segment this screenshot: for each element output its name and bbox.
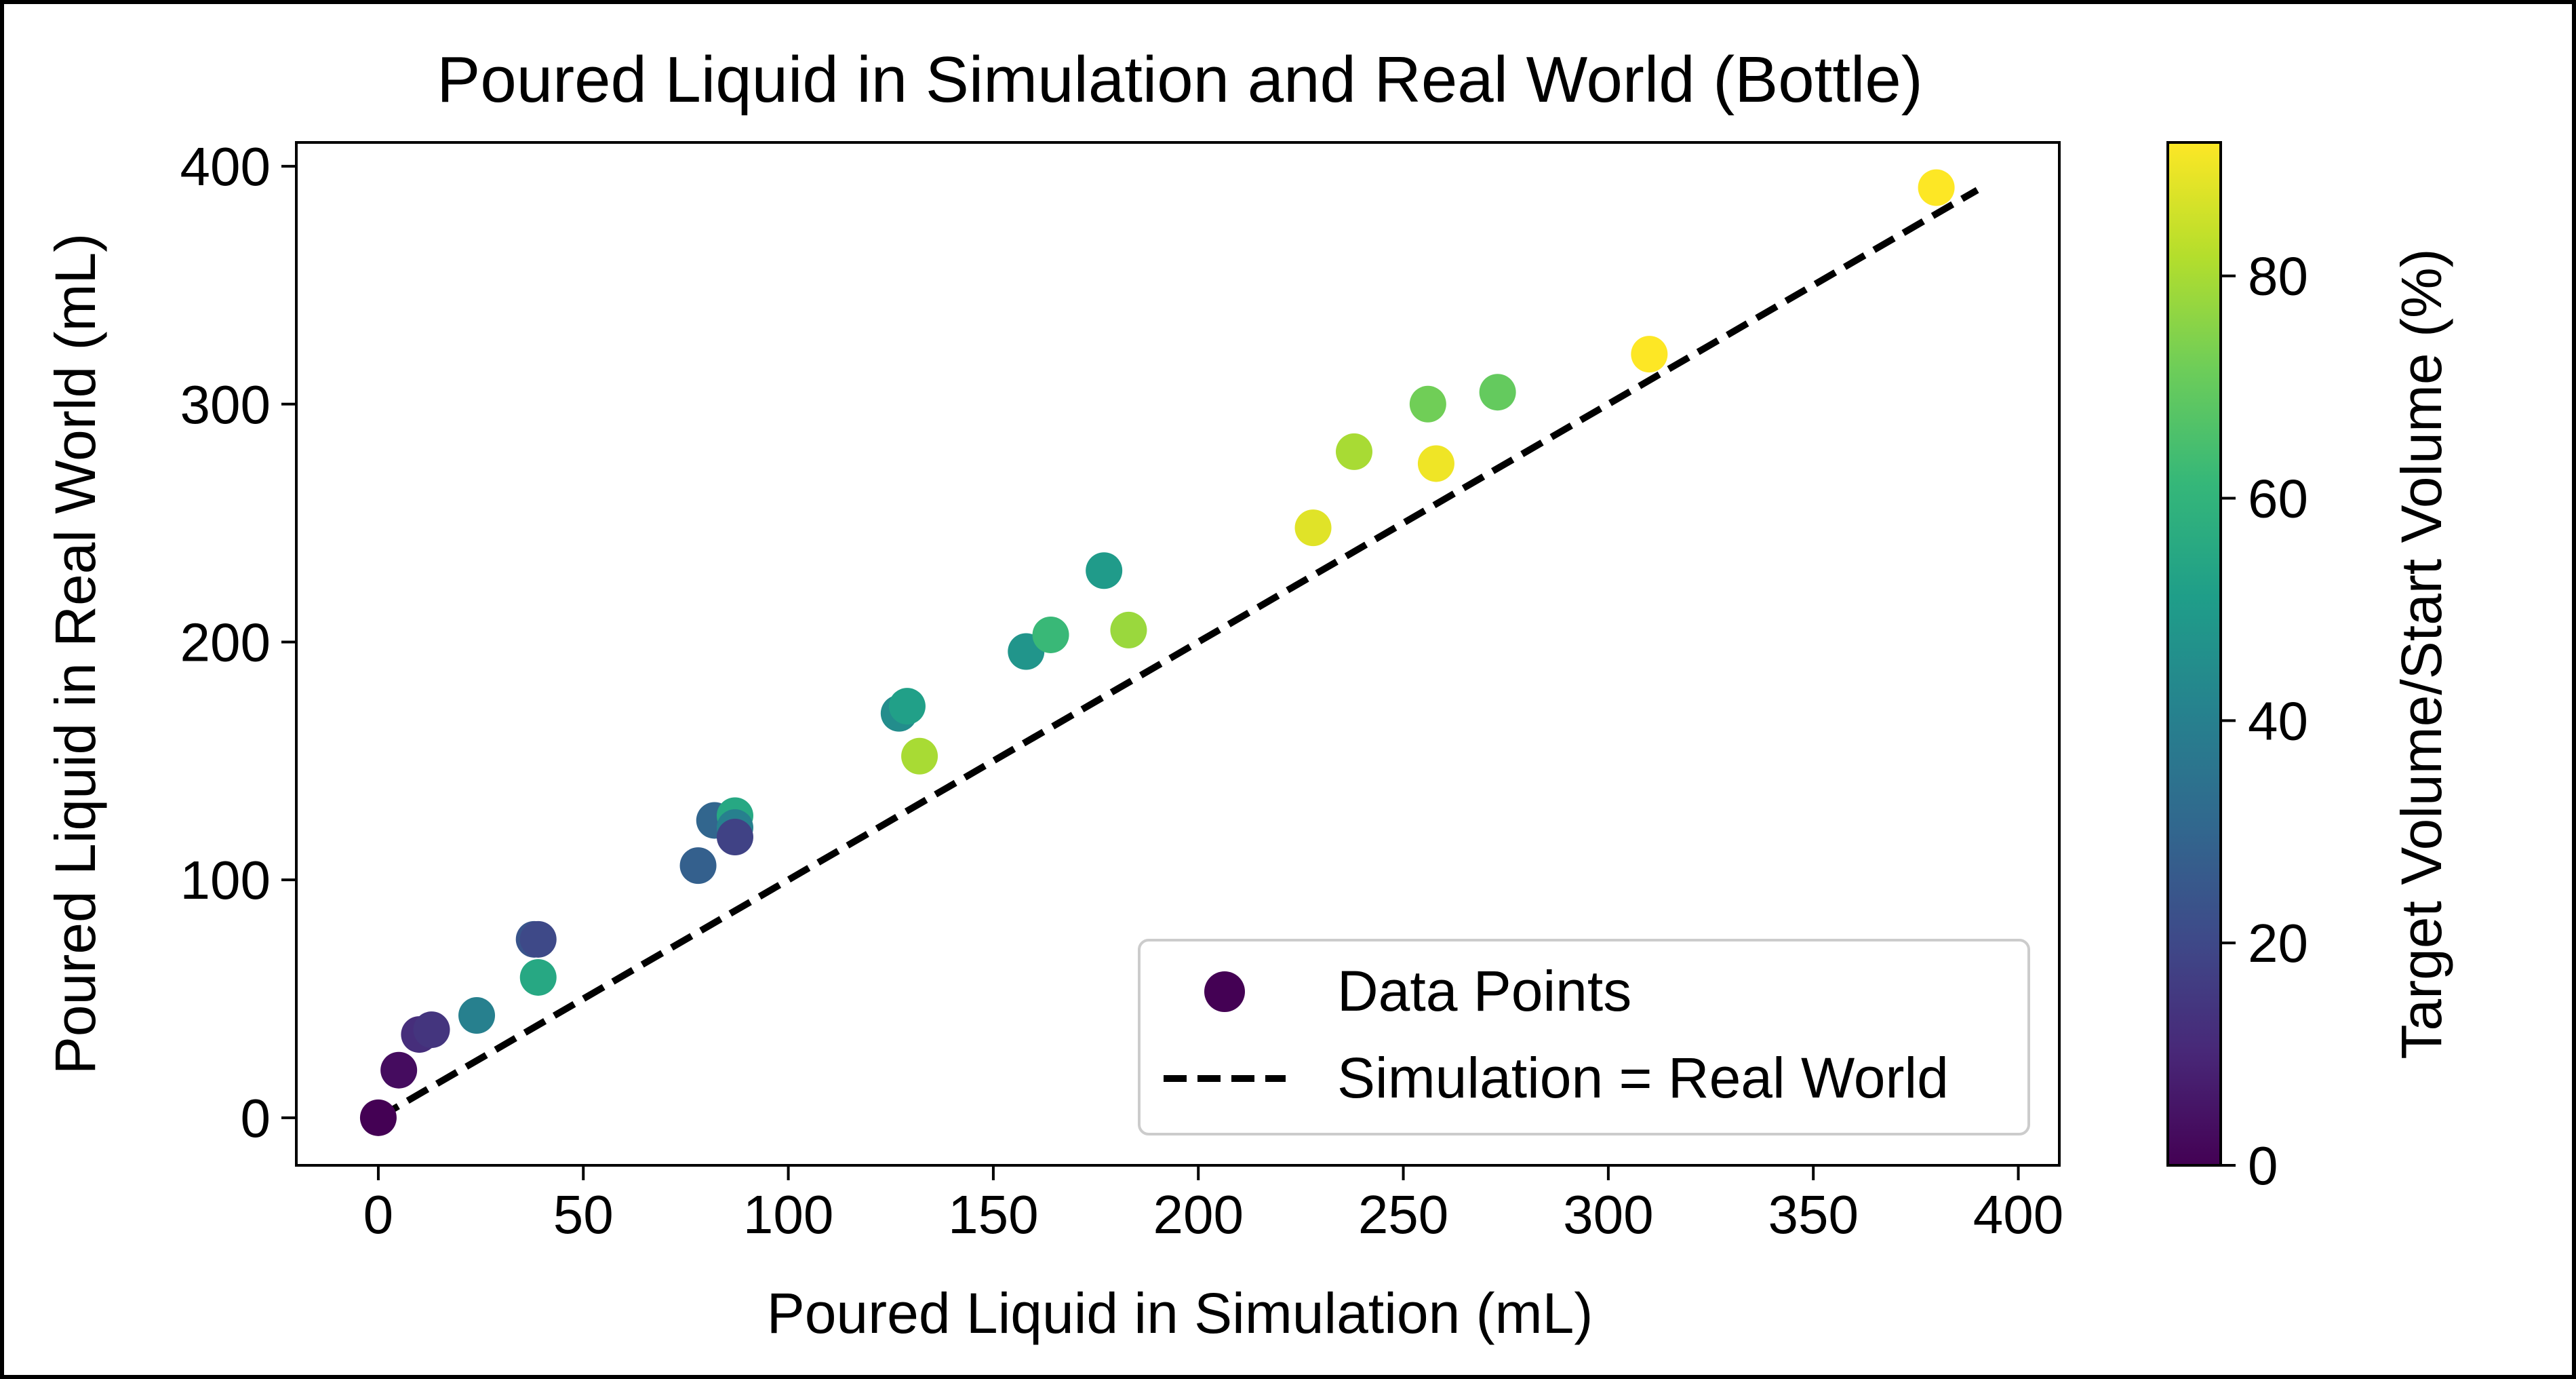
colorbar-label: Target Volume/Start Volume (%) <box>2390 248 2453 1059</box>
colorbar-tick-label: 80 <box>2248 246 2308 307</box>
x-axis-label: Poured Liquid in Simulation (mL) <box>767 1281 1593 1345</box>
chart-title-text: Poured Liquid in Simulation and Real Wor… <box>437 43 1922 116</box>
y-axis-ticks: 0 100 200 300 400 <box>180 136 296 1148</box>
x-tick-label: 100 <box>743 1184 833 1245</box>
x-tick-label: 50 <box>553 1184 614 1245</box>
colorbar-ticks: 0 20 40 60 80 <box>2221 246 2308 1196</box>
scatter-point <box>413 1011 450 1049</box>
reference-line-path <box>376 187 1979 1121</box>
colorbar-tick-label: 60 <box>2248 469 2308 529</box>
colorbar-tick-label: 20 <box>2248 913 2308 973</box>
scatter-point <box>1631 336 1668 373</box>
scatter-point <box>716 819 753 856</box>
legend-label-data-points: Data Points <box>1337 959 1631 1023</box>
data-points <box>359 169 1955 1136</box>
scatter-point <box>1417 445 1454 482</box>
x-tick-label: 150 <box>948 1184 1038 1245</box>
y-axis-label: Poured Liquid in Real World (mL) <box>43 233 107 1074</box>
colorbar-gradient <box>2166 141 2222 1167</box>
colorbar-tick-label: 0 <box>2248 1135 2278 1196</box>
scatter-point <box>679 847 717 885</box>
scatter-point <box>1086 552 1123 589</box>
scatter-point <box>359 1099 397 1136</box>
legend: Data Points Simulation = Real World <box>1138 939 2030 1135</box>
scatter-point <box>458 997 496 1034</box>
y-tick-label: 0 <box>241 1088 271 1148</box>
y-tick-label: 100 <box>180 850 271 910</box>
reference-line <box>376 187 1979 1121</box>
x-tick-label: 350 <box>1768 1184 1858 1245</box>
colorbar-tick-label: 40 <box>2248 691 2308 751</box>
y-tick-label: 200 <box>180 612 271 672</box>
scatter-point <box>519 920 557 958</box>
x-tick-label: 200 <box>1153 1184 1243 1245</box>
colorbar: 0 20 40 60 80 Target Volume/Start Volume (%) <box>2166 141 2453 1196</box>
scatter-point <box>1409 385 1446 423</box>
scatter-point <box>1294 509 1332 547</box>
scatter-point <box>1918 169 1955 206</box>
chart-title: Poured Liquid in Simulation and Real Wor… <box>437 43 1922 116</box>
x-tick-label: 250 <box>1358 1184 1448 1245</box>
legend-label-reference-line: Simulation = Real World <box>1337 1046 1949 1110</box>
scatter-point <box>519 958 557 996</box>
scatter-point <box>1479 374 1516 411</box>
scatter-point <box>1110 611 1147 648</box>
y-tick-label: 400 <box>180 136 271 197</box>
x-tick-label: 0 <box>363 1184 394 1245</box>
x-tick-label: 300 <box>1563 1184 1653 1245</box>
x-tick-label: 400 <box>1973 1184 2063 1245</box>
scatter-point <box>901 737 938 775</box>
legend-marker-data-points <box>1204 971 1245 1012</box>
scatter-point <box>888 688 926 725</box>
scatter-point <box>380 1051 418 1089</box>
scatter-point <box>1336 433 1372 470</box>
legend-box <box>1138 939 2030 1135</box>
plot-area <box>295 141 2061 1167</box>
scatter-point <box>1032 616 1069 653</box>
y-tick-label: 300 <box>180 374 271 435</box>
x-axis-ticks: 0 50 100 150 200 250 300 350 400 <box>363 1165 2063 1245</box>
